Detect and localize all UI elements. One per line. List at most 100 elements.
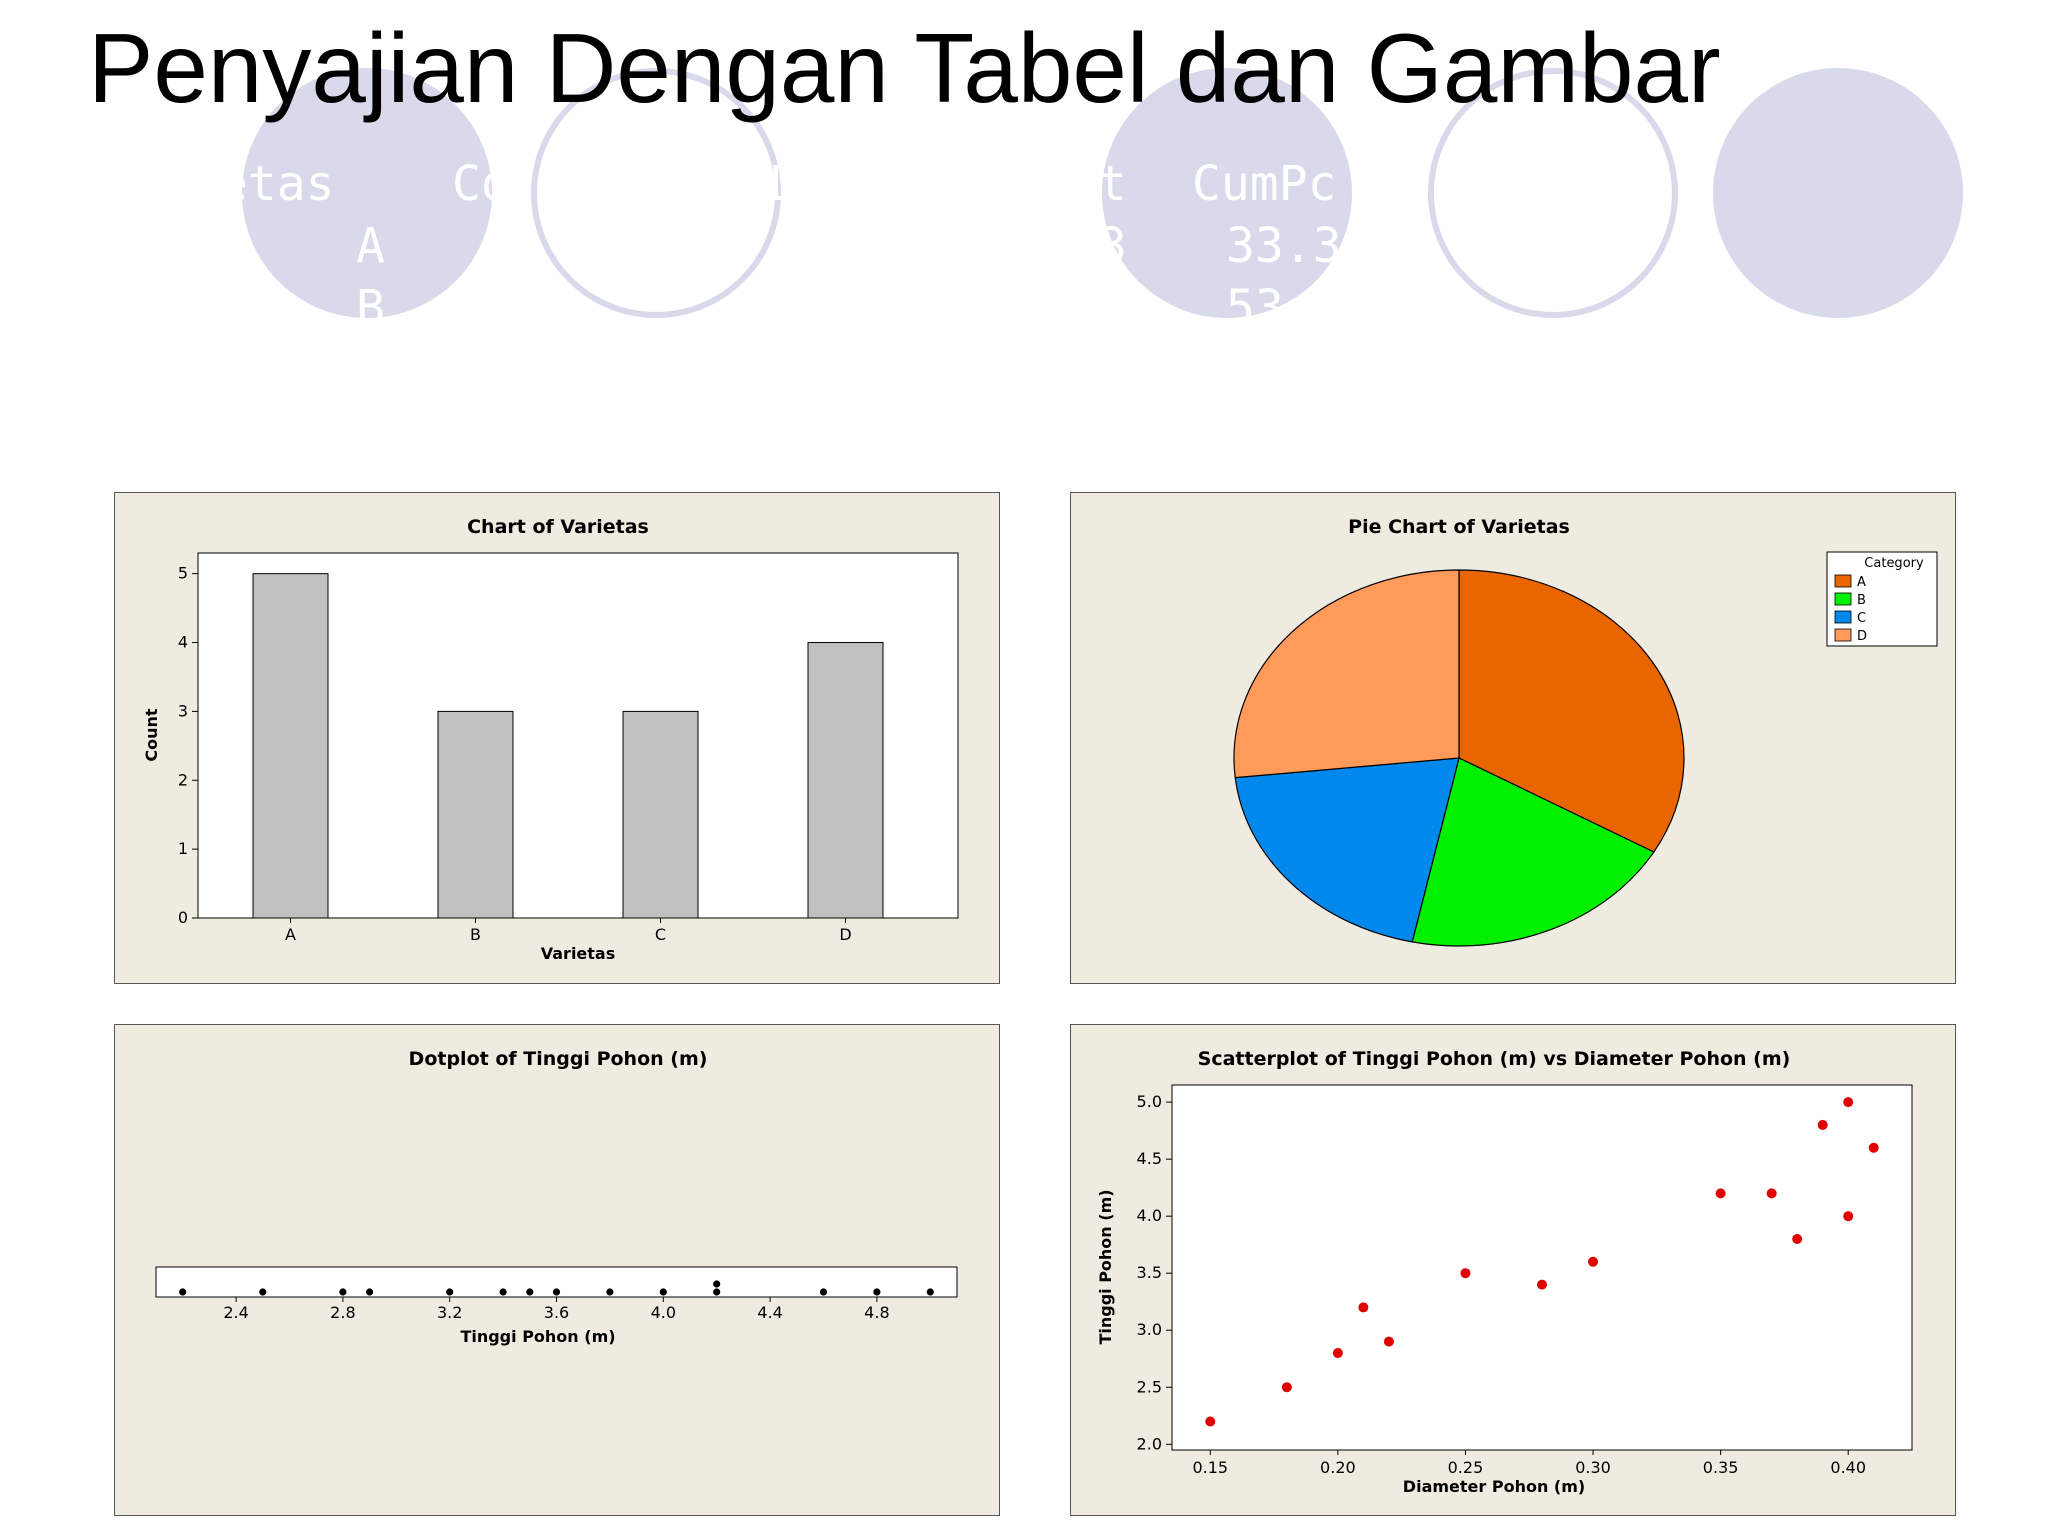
- scatter-point: [1843, 1211, 1854, 1222]
- dotplot-dot: [179, 1288, 187, 1296]
- dotplot-x-tick-label: 4.0: [651, 1303, 676, 1322]
- bar-y-tick-label: 0: [178, 908, 188, 927]
- slide-title: Penyajian Dengan Tabel dan Gambar: [88, 13, 1721, 123]
- scatter-point: [1868, 1142, 1879, 1153]
- scatter-point: [1537, 1279, 1547, 1290]
- legend-swatch-A: [1834, 574, 1852, 588]
- bar-y-tick-label: 2: [178, 770, 188, 789]
- bar-x-tick-label: B: [470, 925, 481, 944]
- scatter-point: [1588, 1256, 1599, 1267]
- decor-ring: [1428, 68, 1678, 318]
- background-decoration: ietas Co D t CumPc A 3 33.3 B 53: [190, 68, 1963, 336]
- scatter-plot-area: [1171, 1084, 1913, 1451]
- dotplot-dot: [606, 1288, 614, 1296]
- dotplot-chart: Dotplot of Tinggi Pohon (m) 2.4 2.8 3.2 3.6…: [155, 1048, 958, 1346]
- legend-label-C: C: [1857, 611, 1866, 626]
- bar-y-axis-label: Count: [142, 708, 161, 762]
- dotplot-dot: [873, 1288, 881, 1296]
- scatter-y-tick-label: 5.0: [1137, 1092, 1162, 1111]
- bar-B: [437, 710, 514, 919]
- scatter-point: [1715, 1188, 1726, 1199]
- bg-table-cell: 53: [1226, 280, 1284, 336]
- scatter-point: [1383, 1336, 1394, 1347]
- pie-legend-title: Category: [1864, 556, 1924, 571]
- decor-circle: [242, 68, 492, 318]
- decor-ring: [531, 68, 781, 318]
- bg-table-header: D: [770, 156, 799, 212]
- dotplot-dot: [339, 1288, 347, 1296]
- scatter-x-tick-label: 0.25: [1448, 1458, 1484, 1477]
- scatter-point: [1205, 1416, 1216, 1427]
- bar-A: [252, 573, 329, 919]
- dotplot-x-tick-label: 2.8: [330, 1303, 355, 1322]
- scatter-x-tick-label: 0.35: [1703, 1458, 1739, 1477]
- legend-label-B: B: [1857, 593, 1866, 608]
- scatter-point: [1766, 1188, 1777, 1199]
- bg-table-cell: A: [356, 218, 385, 274]
- dotplot-x-tick-label: 3.6: [544, 1303, 569, 1322]
- bg-table-header: t: [1098, 156, 1127, 212]
- bg-table-cell: B: [356, 280, 385, 336]
- bg-table-header: CumPc: [1192, 156, 1337, 212]
- dotplot-dot: [819, 1288, 828, 1296]
- dotplot-dot: [446, 1288, 454, 1296]
- scatter-point: [1281, 1382, 1292, 1393]
- dotplot-dot: [713, 1288, 721, 1296]
- dotplot-panel: Dotplot of Tinggi Pohon (m) 2.4 2.8 3.2 3.6…: [114, 1024, 1000, 1516]
- scatter-y-tick-label: 4.5: [1137, 1149, 1162, 1168]
- bar-C: [622, 710, 699, 919]
- pie-slice-A: [1458, 569, 1685, 853]
- bar-y-tick-label: 3: [178, 701, 188, 720]
- legend-label-A: A: [1857, 575, 1866, 590]
- legend-label-D: D: [1857, 629, 1867, 644]
- scatter-y-tick-label: 4.0: [1137, 1206, 1162, 1225]
- bg-table-header: ietas: [190, 156, 335, 212]
- scatterplot-title: Scatterplot of Tinggi Pohon (m) vs Diame…: [1198, 1048, 1791, 1070]
- dotplot-dot: [926, 1288, 934, 1296]
- scatter-point: [1792, 1233, 1803, 1244]
- dotplot-x-tick-label: 4.8: [864, 1303, 889, 1322]
- legend-swatch-B: [1834, 592, 1852, 606]
- bg-table-header: Co: [452, 156, 510, 212]
- scatter-point: [1843, 1097, 1854, 1108]
- bar-x-tick-label: C: [655, 925, 666, 944]
- scatter-point: [1358, 1302, 1369, 1313]
- scatter-point: [1460, 1268, 1471, 1279]
- bar-x-tick-label: D: [839, 925, 851, 944]
- decor-circle: [1102, 68, 1352, 318]
- bg-table-cell: 33.3: [1226, 218, 1342, 274]
- bar-chart-panel: Chart of Varietas A B C D 0 1 2 3 4 5 Varietas Co…: [114, 492, 1000, 984]
- dotplot-dot: [259, 1288, 267, 1296]
- dotplot-title: Dotplot of Tinggi Pohon (m): [409, 1048, 708, 1070]
- bar-y-tick-label: 1: [178, 839, 188, 858]
- bar-x-tick-label: A: [285, 925, 296, 944]
- scatter-y-tick-label: 2.5: [1137, 1377, 1162, 1396]
- pie-slice-C: [1234, 757, 1460, 943]
- decor-circle: [1713, 68, 1963, 318]
- dotplot-x-tick-label: 2.4: [223, 1303, 248, 1322]
- dotplot-x-tick-label: 3.2: [437, 1303, 462, 1322]
- pie-slice-B: [1411, 757, 1655, 947]
- dotplot-dot: [552, 1288, 561, 1296]
- bar-chart: Chart of Varietas A B C D 0 1 2 3 4 5 Varietas Co…: [142, 516, 959, 963]
- scatter-y-axis-label: Tinggi Pohon (m): [1096, 1189, 1115, 1344]
- bar-y-tick-label: 4: [178, 633, 188, 652]
- bar-x-axis-label: Varietas: [541, 944, 616, 963]
- dotplot-dot: [659, 1288, 667, 1296]
- legend-swatch-D: [1834, 628, 1852, 642]
- legend-swatch-C: [1834, 610, 1852, 624]
- dotplot-dot: [526, 1288, 534, 1296]
- scatter-point: [1817, 1119, 1828, 1130]
- scatter-x-tick-label: 0.30: [1575, 1458, 1611, 1477]
- scatter-point: [1332, 1348, 1343, 1359]
- bar-y-tick-label: 5: [178, 564, 188, 583]
- dotplot-x-tick-label: 4.4: [757, 1303, 782, 1322]
- scatterplot-chart: Scatterplot of Tinggi Pohon (m) vs Diame…: [1096, 1048, 1913, 1496]
- pie-chart-title: Pie Chart of Varietas: [1348, 516, 1570, 538]
- scatterplot-panel: Scatterplot of Tinggi Pohon (m) vs Diame…: [1070, 1024, 1956, 1516]
- pie-slice-D: [1233, 569, 1460, 779]
- bar-D: [807, 642, 884, 919]
